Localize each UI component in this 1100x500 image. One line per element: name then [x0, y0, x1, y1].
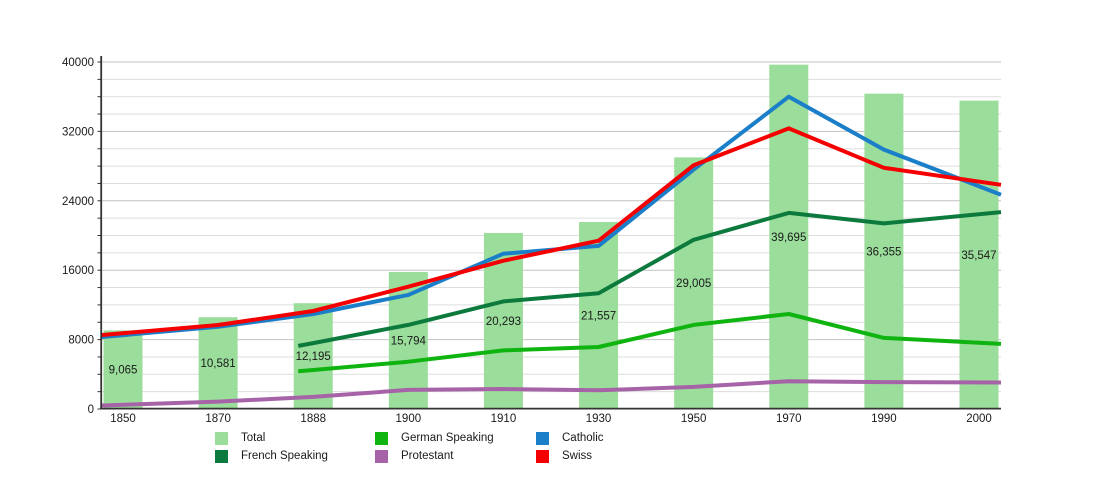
bar-value-label-1888: 12,195 — [296, 351, 331, 363]
bar-value-label-1990: 36,355 — [866, 246, 901, 258]
x-tick-label-1950: 1950 — [681, 413, 707, 425]
y-tick-label-32000: 32000 — [62, 126, 94, 138]
bar-value-label-2000: 35,547 — [961, 250, 996, 262]
y-tick-label-8000: 8000 — [68, 335, 94, 347]
total-bar-2000 — [959, 100, 999, 410]
total-bar-1930 — [579, 221, 619, 409]
bar-value-label-1900: 15,794 — [391, 335, 427, 347]
y-tick-label-40000: 40000 — [62, 57, 94, 69]
y-tick-label-24000: 24000 — [62, 196, 94, 208]
x-tick-label-2000: 2000 — [966, 413, 992, 425]
bar-value-label-1850: 9,065 — [109, 365, 138, 377]
x-tick-label-1990: 1990 — [871, 413, 897, 425]
x-tick-label-1970: 1970 — [776, 413, 802, 425]
total-bar-1850 — [103, 330, 143, 409]
series-line-protestant — [101, 379, 1002, 408]
x-tick-label-1930: 1930 — [586, 413, 612, 425]
bar-value-label-1950: 29,005 — [676, 278, 711, 290]
x-tick-label-1910: 1910 — [491, 413, 517, 425]
y-tick-label-16000: 16000 — [62, 265, 94, 277]
series-line-swiss — [101, 126, 1002, 337]
total-bar-1990 — [864, 93, 904, 410]
total-bar-1888 — [293, 303, 333, 409]
x-tick-label-1888: 1888 — [300, 413, 326, 425]
x-tick-label-1850: 1850 — [110, 413, 136, 425]
total-bar-1950 — [674, 157, 714, 409]
series-line-german-speaking — [298, 312, 1002, 374]
x-tick-label-1900: 1900 — [396, 413, 422, 425]
y-tick-label-0: 0 — [88, 404, 94, 416]
bar-value-label-1970: 39,695 — [771, 232, 806, 244]
series-line-french-speaking — [297, 210, 1002, 348]
bar-value-label-1910: 20,293 — [486, 316, 521, 328]
bar-value-label-1870: 10,581 — [201, 358, 236, 370]
total-bar-1870 — [198, 317, 238, 409]
bar-value-label-1930: 21,557 — [581, 310, 616, 322]
x-tick-label-1870: 1870 — [205, 413, 231, 425]
total-bar-1970 — [769, 64, 809, 409]
